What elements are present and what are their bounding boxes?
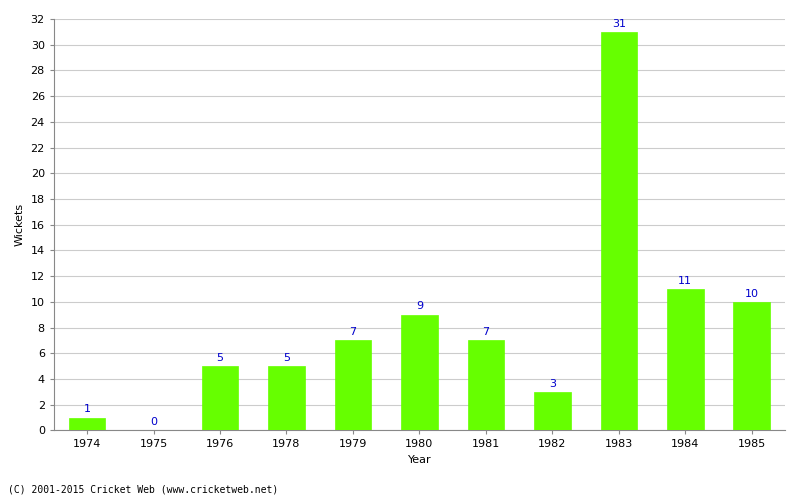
Text: 11: 11 [678, 276, 692, 286]
Text: 31: 31 [612, 18, 626, 28]
Text: 0: 0 [150, 417, 157, 427]
Text: 7: 7 [482, 327, 490, 337]
Bar [69, 418, 106, 430]
Text: 3: 3 [549, 378, 556, 388]
Text: (C) 2001-2015 Cricket Web (www.cricketweb.net): (C) 2001-2015 Cricket Web (www.cricketwe… [8, 485, 278, 495]
Bar [734, 302, 770, 430]
Bar [601, 32, 637, 430]
Text: 1: 1 [83, 404, 90, 414]
Text: 5: 5 [217, 353, 223, 363]
Bar [334, 340, 371, 430]
Bar [534, 392, 570, 430]
Text: 10: 10 [745, 288, 758, 298]
Bar [268, 366, 305, 430]
Bar [468, 340, 504, 430]
X-axis label: Year: Year [408, 455, 431, 465]
Text: 5: 5 [283, 353, 290, 363]
Text: 7: 7 [350, 327, 357, 337]
Bar [667, 289, 703, 430]
Text: 9: 9 [416, 302, 423, 312]
Bar [202, 366, 238, 430]
Y-axis label: Wickets: Wickets [15, 203, 25, 246]
Bar [401, 314, 438, 430]
